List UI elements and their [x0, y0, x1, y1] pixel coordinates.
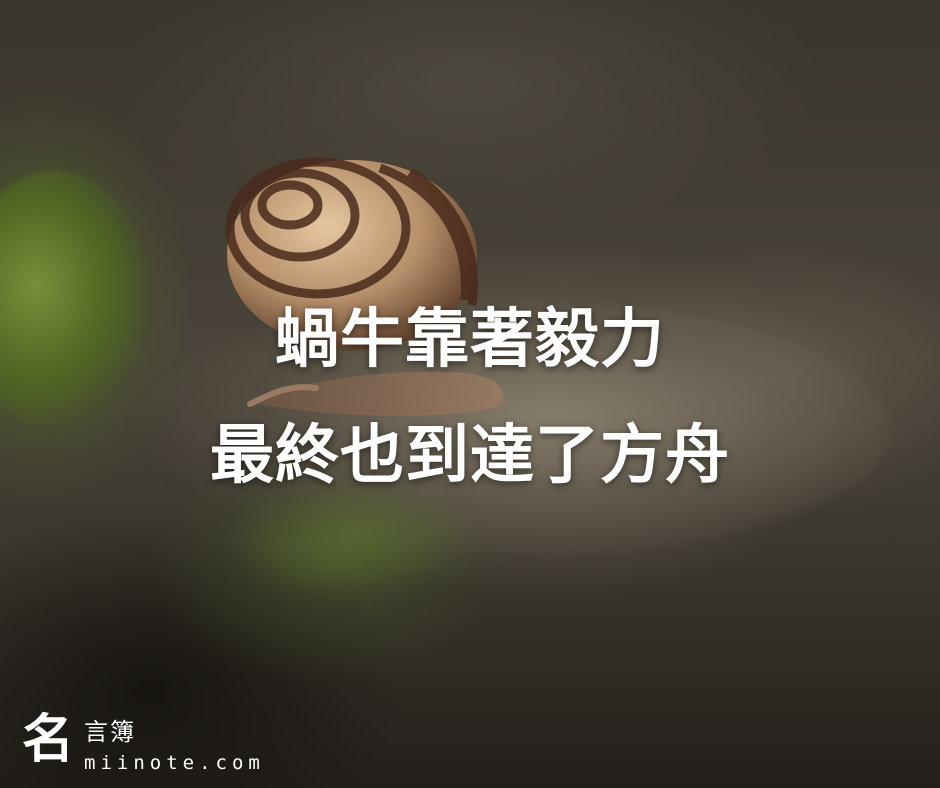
brand-mark: 名 [22, 710, 75, 770]
brand-name: 言簿 [84, 718, 136, 746]
snail-body [250, 371, 504, 416]
shell-stripes [225, 157, 478, 306]
snail-shell [227, 160, 477, 350]
snail-tentacle [247, 384, 319, 407]
quote-line-2: 最終也到達了方舟 [210, 419, 730, 493]
moss-blur [220, 480, 480, 600]
moss-patch [0, 170, 150, 430]
brand-url: miinote.com [84, 752, 265, 774]
brand-logo: 名 言簿 miinote.com [22, 710, 282, 780]
quote-line-1: 蝸牛靠著毅力 [275, 303, 665, 377]
